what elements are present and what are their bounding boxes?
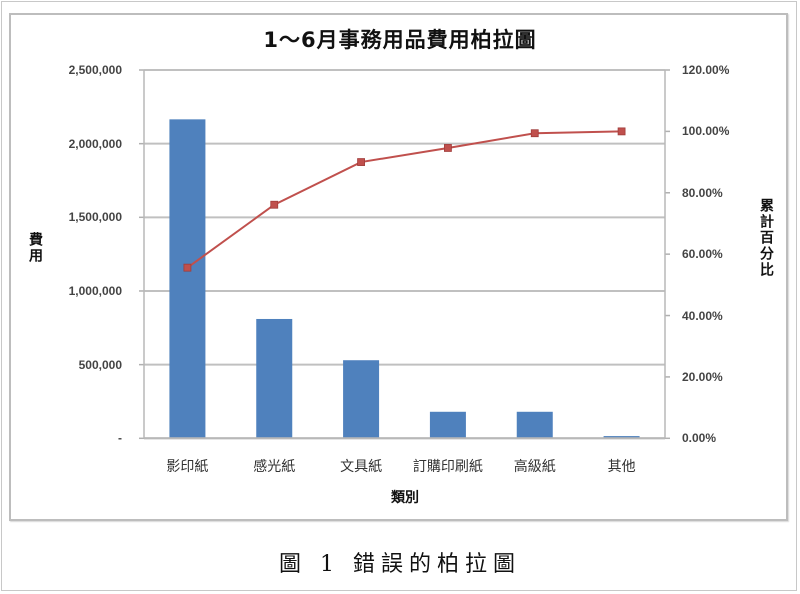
line-marker — [617, 127, 626, 136]
bar — [429, 411, 466, 439]
y2-tick-label: 100.00% — [682, 124, 730, 139]
y-axis-title: 費用 — [27, 232, 43, 264]
bar — [516, 411, 553, 439]
x-tick-label: 其他 — [607, 459, 636, 475]
x-tick-label: 文具紙 — [340, 459, 383, 475]
bar — [343, 360, 380, 439]
line-marker — [530, 129, 539, 138]
x-tick-label: 訂購印刷紙 — [412, 459, 483, 475]
y-tick-label: 500,000 — [78, 357, 122, 372]
y2-tick-label: 20.00% — [682, 369, 723, 384]
y-tick-label: 1,500,000 — [68, 210, 122, 225]
bar — [256, 318, 293, 439]
line-marker — [183, 263, 192, 272]
figure-caption: 圖 1 錯誤的柏拉圖 — [279, 552, 521, 577]
y2-tick-label: 120.00% — [682, 63, 730, 77]
y2-tick-label: 60.00% — [682, 247, 723, 262]
line-marker — [444, 144, 452, 152]
cumulative-line — [186, 130, 622, 269]
line-marker — [357, 158, 365, 166]
y-tick-label: 2,000,000 — [68, 136, 122, 151]
line-marker — [270, 200, 279, 209]
x-tick-label: 高級紙 — [513, 459, 556, 475]
y-tick-label: - — [118, 431, 122, 446]
x-tick-label: 影印紙 — [166, 459, 209, 475]
x-axis-title: 類別 — [391, 490, 419, 506]
y2-tick-label: 40.00% — [682, 308, 723, 323]
y2-tick-label: 80.00% — [682, 185, 723, 200]
bar — [169, 119, 206, 439]
x-tick-label: 感光紙 — [253, 459, 296, 475]
chart-title: 1～6月事務用品費用柏拉圖 — [263, 28, 537, 52]
bar — [603, 436, 640, 439]
y2-tick-label: 0.00% — [682, 431, 717, 446]
y-tick-label: 2,500,000 — [68, 63, 122, 77]
chart-area — [9, 13, 788, 521]
y2-axis-title: 累計百分比 — [758, 198, 774, 278]
y-tick-label: 1,000,000 — [68, 283, 122, 298]
